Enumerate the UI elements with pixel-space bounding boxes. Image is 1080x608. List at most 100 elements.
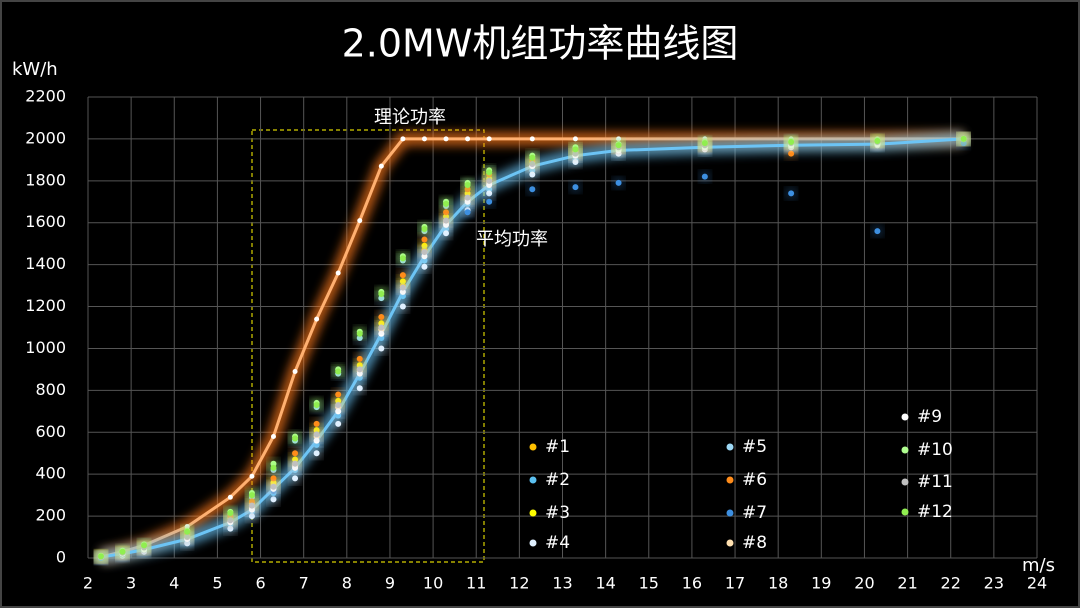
point (399, 272, 406, 279)
point (97, 553, 104, 560)
x-tick-label: 4 (169, 574, 179, 593)
point (335, 368, 342, 375)
legend-label: #12 (917, 502, 953, 522)
point (874, 138, 881, 145)
x-tick-label: 23 (984, 574, 1004, 593)
legend-label: #1 (545, 437, 570, 457)
x-tick-label: 2 (83, 574, 93, 593)
point (464, 209, 471, 216)
point (292, 475, 299, 482)
point (356, 355, 363, 362)
point (184, 528, 191, 535)
y-tick-label: 1000 (25, 338, 66, 357)
y-axis-label: kW/h (12, 59, 58, 80)
point (701, 173, 708, 180)
point (486, 177, 493, 184)
legend-swatch (726, 476, 734, 484)
point (443, 217, 450, 224)
legend-swatch (529, 509, 537, 517)
point (356, 330, 363, 337)
point (378, 290, 385, 297)
point (464, 182, 471, 189)
point (248, 492, 255, 499)
legend-label: #3 (545, 503, 570, 523)
y-tick-label: 1600 (25, 212, 66, 231)
legend-label: #4 (545, 533, 570, 553)
point (529, 154, 536, 161)
legend-label: #10 (917, 440, 953, 460)
point (270, 475, 277, 482)
legend-swatch (726, 509, 734, 517)
curve-dot (335, 270, 341, 276)
curve-dot (357, 218, 363, 224)
curve-dot (292, 369, 298, 375)
x-tick-label: 6 (255, 574, 265, 593)
x-tick-label: 9 (385, 574, 395, 593)
legend-label: #7 (742, 503, 767, 523)
y-tick-label: 200 (35, 506, 66, 525)
legend-swatch (901, 446, 909, 454)
point (378, 345, 385, 352)
x-tick-label: 15 (639, 574, 659, 593)
point (421, 263, 428, 270)
curve-dot (249, 473, 255, 479)
legend-swatch (529, 476, 537, 484)
y-tick-label: 2000 (25, 128, 66, 147)
point (335, 402, 342, 409)
point (335, 420, 342, 427)
curve-dot (572, 136, 578, 142)
curve-dot (486, 136, 492, 142)
point (141, 542, 148, 549)
point (421, 236, 428, 243)
curve-dot (421, 136, 427, 142)
x-tick-label: 17 (725, 574, 745, 593)
legend-swatch (529, 539, 537, 547)
point (270, 483, 277, 490)
legend-swatch (901, 413, 909, 421)
legend-swatch (529, 443, 537, 451)
y-tick-label: 1800 (25, 170, 66, 189)
legend-label: #5 (742, 437, 767, 457)
point (443, 209, 450, 216)
point (788, 190, 795, 197)
point (356, 366, 363, 373)
point (292, 450, 299, 457)
curve-dot (465, 136, 471, 142)
x-tick-label: 20 (854, 574, 874, 593)
x-tick-label: 14 (595, 574, 615, 593)
point (292, 435, 299, 442)
point (335, 391, 342, 398)
curve-dot (529, 136, 535, 142)
point (313, 420, 320, 427)
x-tick-label: 24 (1027, 574, 1047, 593)
legend-label: #2 (545, 470, 570, 490)
x-tick-label: 22 (941, 574, 961, 593)
x-tick-label: 16 (682, 574, 702, 593)
x-tick-label: 18 (768, 574, 788, 593)
point (227, 517, 234, 524)
x-tick-label: 13 (552, 574, 572, 593)
point (270, 496, 277, 503)
curve-dot (227, 494, 233, 500)
x-tick-label: 5 (212, 574, 222, 593)
point (788, 139, 795, 146)
point (313, 450, 320, 457)
legend-swatch (726, 443, 734, 451)
point (378, 314, 385, 321)
x-tick-label: 8 (342, 574, 352, 593)
point (615, 179, 622, 186)
point (421, 226, 428, 233)
line (100, 137, 964, 559)
point (227, 509, 234, 516)
legend-swatch (726, 539, 734, 547)
point (788, 150, 795, 157)
point (399, 303, 406, 310)
y-tick-label: 2200 (25, 87, 66, 106)
point (486, 190, 493, 197)
legend-swatch (901, 508, 909, 516)
y-tick-label: 1400 (25, 254, 66, 273)
point (529, 171, 536, 178)
point (960, 135, 967, 142)
